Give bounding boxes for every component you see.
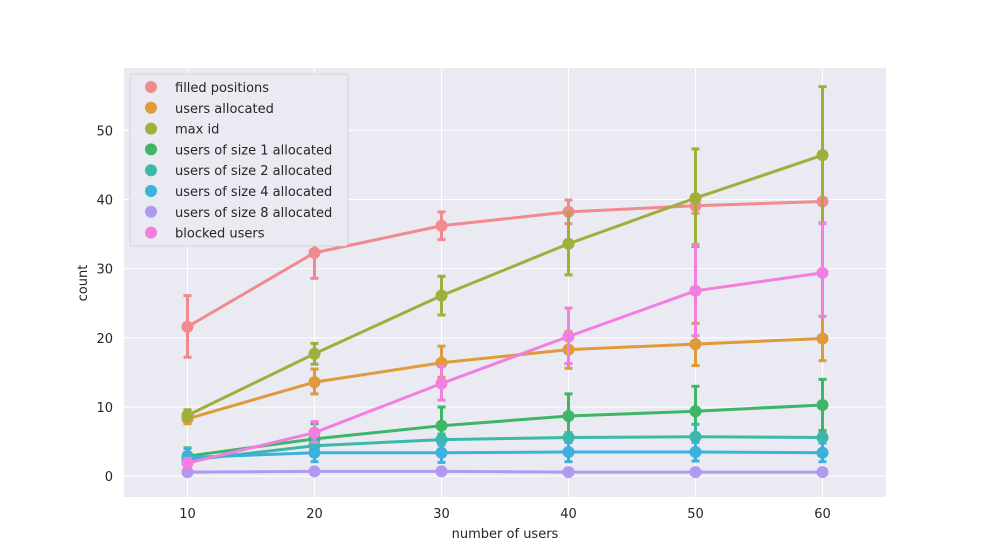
data-point: [308, 426, 321, 439]
series-line: [187, 450, 823, 460]
data-point: [816, 466, 829, 479]
data-point: [308, 347, 321, 360]
data-point: [435, 419, 448, 432]
data-point: [435, 289, 448, 302]
series-7: [181, 222, 829, 470]
data-point: [308, 446, 321, 459]
data-point: [562, 410, 575, 423]
data-point: [689, 466, 702, 479]
x-tick-label: 60: [814, 507, 831, 522]
data-point: [562, 237, 575, 250]
y-tick-label: 20: [96, 332, 113, 347]
legend-label: users of size 8 allocated: [175, 206, 332, 221]
x-tick-label: 30: [433, 507, 450, 522]
legend-label: users of size 4 allocated: [175, 185, 332, 200]
y-tick-label: 10: [96, 401, 113, 416]
data-point: [308, 376, 321, 389]
legend-marker: [145, 205, 157, 218]
series-line: [186, 153, 823, 417]
data-point: [689, 338, 702, 351]
series-layer: [181, 85, 829, 479]
data-point: [435, 446, 448, 459]
data-point: [181, 320, 194, 333]
x-tick-label: 20: [306, 507, 323, 522]
legend-marker: [145, 101, 157, 114]
legend-marker: [145, 226, 157, 239]
y-tick-label: 30: [96, 263, 113, 278]
data-point: [689, 284, 702, 297]
data-point: [562, 431, 575, 444]
legend-marker: [145, 143, 157, 156]
data-point: [308, 465, 321, 478]
legend-label: users allocated: [175, 102, 274, 117]
y-tick-label: 50: [96, 124, 113, 139]
data-point: [816, 266, 829, 279]
legend-marker: [145, 185, 157, 197]
legend: filled positions users allocated max id use…: [129, 73, 349, 247]
legend-marker: [145, 81, 157, 93]
series-line: [187, 403, 823, 458]
data-point: [689, 430, 702, 443]
series-line: [187, 337, 823, 421]
x-axis-label: number of users: [452, 527, 559, 542]
legend-label: users of size 1 allocated: [175, 143, 332, 158]
data-point: [816, 398, 829, 411]
legend-label: users of size 2 allocated: [175, 164, 332, 179]
data-point: [689, 446, 702, 459]
data-point: [816, 149, 829, 162]
y-axis-label: count: [76, 265, 91, 302]
y-tick-label: 40: [96, 193, 113, 208]
data-point: [308, 246, 321, 259]
legend-label: max id: [175, 123, 219, 138]
series-line: [187, 469, 823, 474]
x-axis-ticks: 10 20 30 40 50 60: [179, 507, 831, 522]
x-tick-label: 50: [687, 507, 704, 522]
data-point: [181, 457, 194, 470]
series-line: [186, 200, 823, 329]
legend-label: filled positions: [175, 81, 269, 96]
x-tick-label: 40: [560, 507, 577, 522]
series-line: [187, 435, 823, 462]
data-point: [435, 219, 448, 232]
series-line: [187, 271, 823, 465]
series-2: [181, 85, 829, 423]
data-point: [562, 466, 575, 479]
data-point: [181, 466, 194, 479]
legend-marker: [145, 164, 157, 177]
data-point: [816, 332, 829, 345]
legend-label: blocked users: [175, 227, 265, 242]
y-axis-ticks: 0 10 20 30 40 50: [96, 124, 113, 485]
x-tick-label: 10: [179, 507, 196, 522]
data-point: [562, 446, 575, 459]
legend-box: [129, 73, 349, 247]
data-point: [816, 431, 829, 444]
y-tick-label: 0: [105, 470, 113, 485]
data-point: [689, 405, 702, 418]
data-point: [689, 192, 702, 205]
legend-marker: [145, 122, 157, 135]
data-point: [435, 465, 448, 478]
data-point: [562, 330, 575, 343]
data-point: [816, 446, 829, 459]
series-6: [181, 465, 829, 479]
data-point: [435, 377, 448, 390]
data-point: [181, 409, 194, 422]
